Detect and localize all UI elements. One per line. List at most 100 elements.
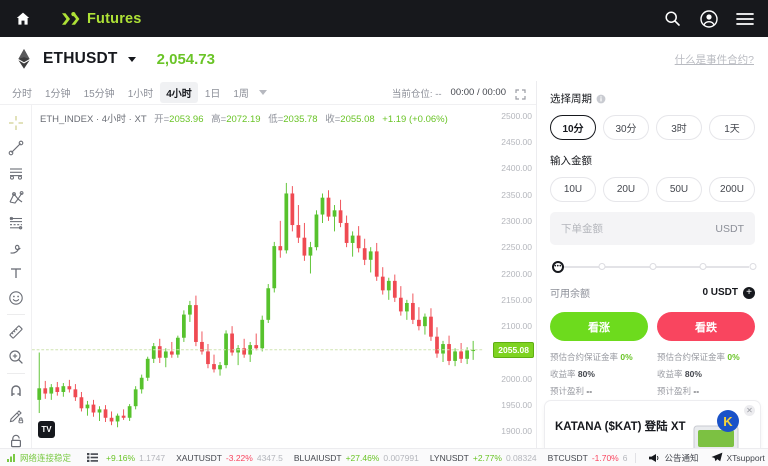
ethereum-icon [18,49,30,69]
slider-step-4[interactable] [749,263,757,270]
zoom-in-tool-icon[interactable] [3,345,29,368]
emoji-tool-icon[interactable] [3,286,29,309]
amount-chip-1[interactable]: 20U [603,177,649,202]
sell-down-button[interactable]: 看跌 [657,312,755,341]
order-amount-field[interactable]: USDT [550,212,755,245]
price-tick: 2350.00 [501,189,532,200]
slider-step-1[interactable] [598,263,606,270]
tradingview-logo[interactable]: TV [38,421,55,438]
open-value: 2053.96 [169,114,204,125]
brand-logo[interactable]: Futures [60,9,142,29]
timeframe-1[interactable]: 1分钟 [45,89,71,100]
magnet-tool-icon[interactable] [3,379,29,402]
announcement-label: 公告通知 [664,452,699,463]
chart-canvas-area[interactable]: ETH_INDEX · 4小时 · XT 开=2053.96 高=2072.19… [32,105,536,462]
change-value: +1.19 (+0.06%) [382,114,448,125]
plus-icon[interactable]: + [743,286,755,299]
amount-unit-label: USDT [715,222,744,235]
amount-chip-0[interactable]: 10U [550,177,596,202]
chart-toolbar-right: 当前仓位: -- 00:00 / 00:00 [392,86,530,100]
hamburger-menu-icon[interactable] [735,9,754,28]
ticker-item[interactable]: BTCUSDT -1.70% 6 [548,453,628,463]
drawing-toolbar [0,105,32,462]
search-icon[interactable] [663,9,682,28]
ticker-price: 1.1747 [139,452,166,463]
open-label: 开= [154,114,170,125]
close-label: 收= [325,114,341,125]
drawing-lock-tool-icon[interactable] [3,404,29,427]
promo-card[interactable]: KATANA ($KAT) 登陆 XT K ✕ [545,401,760,454]
chart-source-label: ETH_INDEX · 4小时 · XT [40,114,147,125]
period-chip-2[interactable]: 3时 [656,115,702,140]
candlestick-plot[interactable] [32,105,484,442]
event-contract-help-link[interactable]: 什么是事件合约? [674,53,754,66]
amount-chip-3[interactable]: 200U [709,177,755,202]
amount-chip-2[interactable]: 50U [656,177,702,202]
order-actions: 看涨 看跌 [550,312,755,341]
trendline-tool-icon[interactable] [3,136,29,159]
network-status-label: 网络连接稳定 [20,452,72,463]
period-chip-1[interactable]: 30分 [603,115,649,140]
user-icon[interactable] [699,9,718,28]
info-icon[interactable] [596,94,606,104]
ticker-item[interactable]: BLUAIUSDT +27.46% 0.007991 [294,453,419,463]
price-axis[interactable]: 2500.00 2450.00 2400.00 2350.00 2300.00 2250.… [484,105,536,442]
ticker-change: -3.22% [225,452,253,463]
timeframe-4[interactable]: 4小时 [160,82,198,103]
timeframe-0[interactable]: 分时 [12,89,32,100]
announcement-button[interactable]: 公告通知 [648,452,699,464]
ticker-change: -1.70% [591,452,619,463]
symbol-dropdown-caret-icon[interactable] [127,56,136,62]
slider-step-3[interactable] [699,263,707,270]
home-icon[interactable] [14,10,32,28]
timeframe-5[interactable]: 1日 [204,89,221,100]
symbol-name[interactable]: ETHUSDT [43,50,118,67]
ticker-item[interactable]: +9.16% 1.1747 [106,453,165,463]
brand-label: Futures [87,10,142,27]
ticker-price: 0.007991 [383,452,419,463]
top-navigation-bar: Futures [0,0,768,37]
timeframe-more-caret-icon[interactable] [258,90,267,95]
slider-step-2[interactable] [649,263,656,270]
order-stats: 预估合约保证金率 0% 收益率 80% 预计盈利 -- 预估合约保证金率 0% 收益率… [550,351,755,402]
price-tick: 2200.00 [501,268,532,279]
close-icon[interactable]: ✕ [744,405,755,416]
sell-stat-0: 预估合约保证金率 0% [657,352,740,362]
pitchfork-tool-icon[interactable] [3,186,29,209]
xt-logo-icon [62,11,80,25]
chart-ohlc-legend: ETH_INDEX · 4小时 · XT 开=2053.96 高=2072.19… [40,111,448,125]
fullscreen-icon[interactable] [515,87,526,100]
amount-section: 输入金额 10U 20U 50U 200U [537,140,768,202]
timeframe-toolbar: 分时 1分钟 15分钟 1小时 4小时 1日 1周 当前仓位: -- 00:00 / 00:… [0,81,536,105]
network-status: 网络连接稳定 [7,452,71,464]
ticker-symbol: BLUAIUSDT [293,452,342,463]
measure-tool-icon[interactable] [3,320,29,343]
ticker-item[interactable]: XAUTUSDT -3.22% 4347.5 [176,453,283,463]
timeframe-3[interactable]: 1小时 [127,89,154,100]
low-label: 低= [268,114,284,125]
horizontal-lines-tool-icon[interactable] [3,161,29,184]
ticker-price: 6 [622,452,628,463]
period-chip-3[interactable]: 1天 [709,115,755,140]
crosshair-tool-icon[interactable] [3,111,29,134]
support-button[interactable]: XTsupport [711,452,765,463]
low-value: 2035.78 [283,114,318,125]
timeframe-6[interactable]: 1周 [233,89,249,100]
list-icon[interactable] [87,453,99,462]
slider-handle[interactable]: ••• [552,261,564,273]
period-chip-0[interactable]: 10分 [550,115,596,140]
buy-up-button[interactable]: 看涨 [550,312,648,341]
lock-tool-icon[interactable] [3,429,29,452]
ticker-item[interactable]: LYNUSDT +2.77% 0.08324 [430,453,537,463]
timeframe-2[interactable]: 15分钟 [83,89,115,100]
fib-retracement-tool-icon[interactable] [3,211,29,234]
symbol-header: ETHUSDT 2,054.73 什么是事件合约? [0,37,768,81]
amount-input[interactable] [561,222,716,235]
amount-slider[interactable]: ••• [552,261,757,273]
price-tick: 2450.00 [501,136,532,147]
text-tool-icon[interactable] [3,261,29,284]
ticker-symbol: XAUTUSDT [176,452,222,463]
buy-stat-2: 预计盈利 -- [550,386,593,396]
brush-tool-icon[interactable] [3,236,29,259]
